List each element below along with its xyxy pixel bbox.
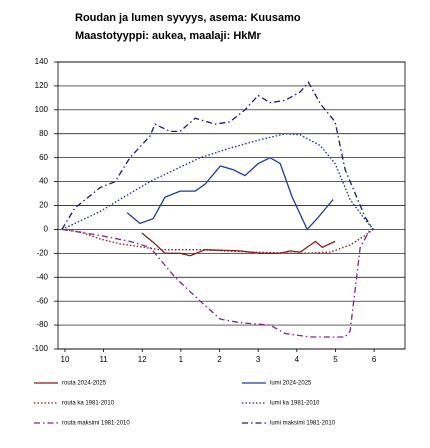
y-tick-label: 80 <box>39 129 48 138</box>
y-tick-label: 20 <box>39 201 48 210</box>
series-line <box>61 133 374 230</box>
plot-frame <box>57 61 406 350</box>
x-tick-label: 12 <box>138 355 147 364</box>
y-tick-label: -20 <box>36 248 48 257</box>
legend-label: lumi 2024-2025 <box>270 381 312 387</box>
x-tick-label: 3 <box>256 355 261 364</box>
legend-label: lumi ka 1981-2010 <box>270 401 320 407</box>
y-tick-label: 100 <box>35 105 49 114</box>
series-line <box>61 81 374 230</box>
x-tick-label: 11 <box>99 355 108 364</box>
legend-label: routa maksimi 1981-2010 <box>62 421 130 427</box>
x-tick-label: 10 <box>61 355 70 364</box>
chart-subtitle: Maastotyyppi: aukea, maalaji: HkMr <box>75 30 262 42</box>
legend-label: lumi maksimi 1981-2010 <box>270 421 336 427</box>
y-tick-label: 40 <box>39 177 48 186</box>
y-tick-label: -80 <box>36 320 48 329</box>
x-tick-label: 4 <box>295 355 300 364</box>
y-tick-label: 0 <box>44 225 49 234</box>
y-tick-label: -60 <box>36 296 48 305</box>
y-tick-label: 120 <box>35 81 49 90</box>
series-line <box>61 228 371 338</box>
x-tick-label: 5 <box>333 355 338 364</box>
y-tick-label: -40 <box>36 272 48 281</box>
series-line <box>141 232 336 257</box>
y-tick-label: -100 <box>32 344 49 353</box>
chart-title: Roudan ja lumen syvyys, asema: Kuusamo <box>75 12 301 24</box>
y-tick-label: 60 <box>39 153 48 162</box>
x-tick-label: 1 <box>179 355 184 364</box>
series-line <box>61 228 374 254</box>
legend-label: routa ka 1981-2010 <box>62 401 115 407</box>
y-tick-label: 140 <box>35 57 49 66</box>
x-tick-label: 2 <box>217 355 222 364</box>
legend-label: routa 2024-2025 <box>62 381 107 387</box>
x-tick-label: 6 <box>372 355 377 364</box>
series-line <box>126 156 334 231</box>
